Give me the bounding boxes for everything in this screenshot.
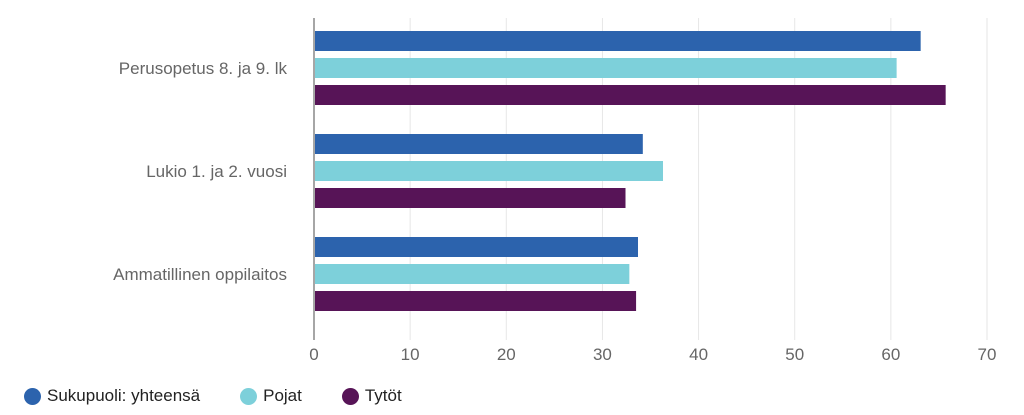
legend-label-2: Tytöt — [364, 386, 402, 405]
bar-0-2[interactable] — [315, 85, 946, 105]
x-tick-label-10: 10 — [401, 345, 420, 364]
bar-0-0[interactable] — [315, 31, 921, 51]
bar-chart: Perusopetus 8. ja 9. lk Lukio 1. ja 2. vu… — [113, 18, 996, 364]
bar-0-1[interactable] — [315, 58, 897, 78]
x-tick-label-70: 70 — [978, 345, 997, 364]
legend-swatch-0 — [24, 387, 41, 405]
x-tick-label-60: 60 — [881, 345, 900, 364]
category-label-0: Perusopetus 8. ja 9. lk — [119, 59, 288, 78]
bars — [315, 31, 946, 311]
legend-label-0: Sukupuoli: yhteensä — [47, 386, 201, 405]
x-tick-labels: 0 10 20 30 40 50 60 70 — [309, 345, 996, 364]
bar-1-1[interactable] — [315, 161, 663, 181]
x-tick-label-20: 20 — [497, 345, 516, 364]
legend-item-2[interactable]: Tytöt — [341, 386, 402, 406]
bar-2-1[interactable] — [315, 264, 630, 284]
category-label-1: Lukio 1. ja 2. vuosi — [146, 162, 287, 181]
category-labels: Perusopetus 8. ja 9. lk Lukio 1. ja 2. vu… — [113, 59, 287, 284]
bar-2-0[interactable] — [315, 237, 639, 257]
legend-swatch-1 — [240, 387, 258, 405]
x-tick-label-30: 30 — [593, 345, 612, 364]
legend-label-1: Pojat — [263, 386, 302, 405]
x-tick-label-40: 40 — [689, 345, 708, 364]
bar-1-2[interactable] — [315, 188, 626, 208]
x-tick-label-0: 0 — [309, 345, 318, 364]
bar-2-2[interactable] — [315, 291, 637, 311]
legend: Sukupuoli: yhteensä Pojat Tytöt — [24, 386, 442, 406]
legend-item-1[interactable]: Pojat — [240, 386, 302, 406]
category-label-2: Ammatillinen oppilaitos — [113, 265, 287, 284]
bar-1-0[interactable] — [315, 134, 643, 154]
legend-swatch-2 — [341, 387, 359, 405]
legend-item-0[interactable]: Sukupuoli: yhteensä — [24, 386, 200, 406]
x-tick-label-50: 50 — [785, 345, 804, 364]
